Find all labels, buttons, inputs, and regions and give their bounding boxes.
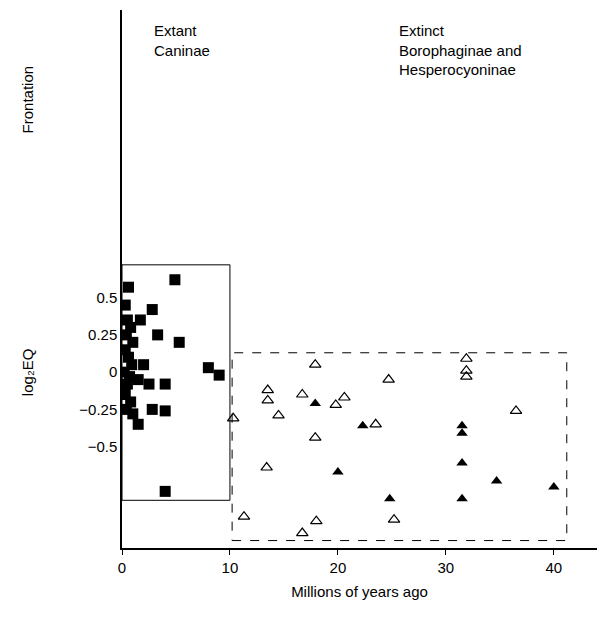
svg-text:Millions of years ago: Millions of years ago (291, 583, 428, 600)
svg-text:20: 20 (330, 559, 347, 576)
svg-text:0: 0 (118, 559, 126, 576)
svg-text:ExtinctBorophaginae andHespero: ExtinctBorophaginae andHesperocyoninae (399, 22, 522, 78)
svg-text:Frontation: Frontation (19, 66, 36, 134)
svg-text:40: 40 (545, 559, 562, 576)
svg-text:30: 30 (438, 559, 455, 576)
svg-text:0: 0 (109, 363, 117, 380)
svg-text:0.5: 0.5 (96, 289, 117, 306)
svg-text:log₂EQ: log₂EQ (19, 349, 36, 397)
svg-text:0.25: 0.25 (88, 326, 117, 343)
svg-text:ExtantCaninae: ExtantCaninae (154, 22, 210, 59)
svg-text:−0.5: −0.5 (88, 438, 118, 455)
svg-text:−0.25: −0.25 (79, 401, 117, 418)
svg-text:10: 10 (222, 559, 239, 576)
